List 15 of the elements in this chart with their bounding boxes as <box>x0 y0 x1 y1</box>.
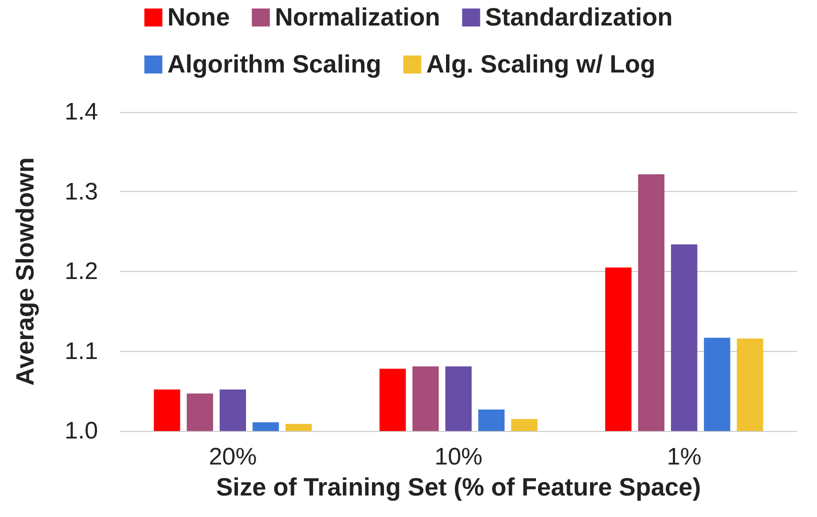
y-tick-label: 1.4 <box>64 98 98 126</box>
legend-label: Alg. Scaling w/ Log <box>426 50 656 78</box>
y-tick-label: 1.3 <box>64 178 98 206</box>
y-tick-label: 1.0 <box>64 418 98 444</box>
legend-label: None <box>167 4 230 32</box>
legend-label: Normalization <box>274 4 440 32</box>
legend-label: Algorithm Scaling <box>167 50 382 78</box>
x-tick-label: 10% <box>434 444 483 470</box>
x-tick-label: 1% <box>666 444 702 470</box>
y-axis-title: Average Slowdown <box>12 157 40 386</box>
x-axis-title: Size of Training Set (% of Feature Space) <box>216 474 701 502</box>
y-tick-label: 1.1 <box>64 338 98 365</box>
y-tick-label: 1.2 <box>64 258 98 285</box>
x-tick-label: 20% <box>208 444 257 470</box>
legend-label: Standardization <box>485 4 673 32</box>
